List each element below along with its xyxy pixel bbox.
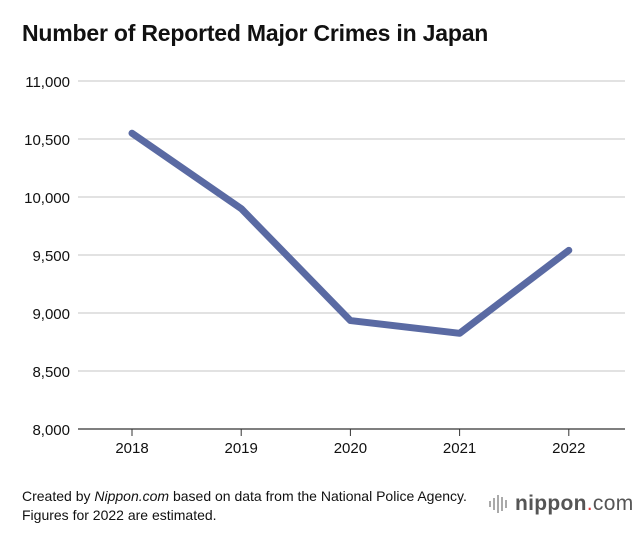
logo-main: nippon	[515, 492, 587, 515]
logo-dot: .	[586, 492, 593, 515]
series-line	[128, 129, 573, 337]
line-chart: 8,000 8,500 9,000 9,500 10,000 10,500 11,000 20…	[24, 74, 625, 457]
logo-text: nippon.com	[515, 492, 634, 516]
x-tick-label: 2020	[334, 440, 367, 457]
y-tick-label: 10,500	[24, 132, 70, 149]
y-tick-label: 8,500	[32, 364, 70, 381]
nippon-logo: nippon.com	[488, 492, 634, 516]
logo-tail: com	[592, 492, 634, 515]
y-tick-label: 9,000	[32, 306, 70, 323]
y-tick-label: 8,000	[32, 422, 70, 439]
note-source: Nippon.com	[94, 488, 170, 504]
x-tick-label: 2022	[552, 440, 585, 457]
x-tick-label: 2021	[443, 440, 476, 457]
x-tick-label: 2019	[225, 440, 258, 457]
y-tick-label: 9,500	[32, 248, 70, 265]
note-prefix: Created by	[22, 488, 95, 504]
note-suffix: based on data from the National Police A…	[22, 488, 467, 523]
source-note: Created by Nippon.com based on data from…	[22, 487, 482, 525]
sound-wave-icon	[489, 495, 507, 513]
x-tick-label: 2018	[115, 440, 148, 457]
chart-title: Number of Reported Major Crimes in Japan	[22, 20, 489, 46]
y-tick-label: 11,000	[25, 74, 70, 91]
y-tick-label: 10,000	[24, 190, 70, 207]
